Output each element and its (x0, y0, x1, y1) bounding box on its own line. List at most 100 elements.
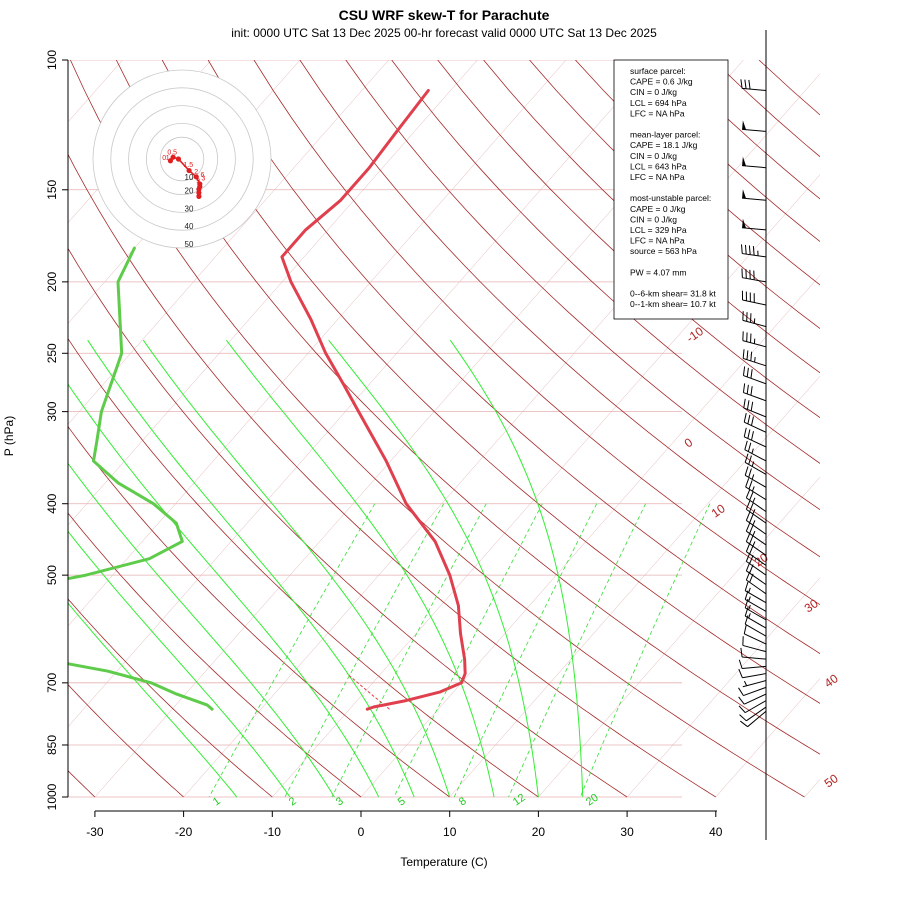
isotherm-line (68, 60, 655, 728)
dry-adiabat-line (712, 60, 820, 158)
legend-line: LFC = NA hPa (630, 236, 685, 246)
wind-barb-feather (738, 669, 743, 678)
wind-barb-shaft (742, 87, 767, 92)
wind-barb-half-feather (752, 530, 756, 536)
wind-barb (743, 624, 767, 645)
wind-barb-feather (750, 369, 753, 379)
isotherm-line (715, 678, 820, 798)
hodograph-point (196, 193, 202, 199)
x-tick-label: -20 (175, 825, 193, 839)
wind-barbs (738, 79, 767, 728)
wind-barb-shaft (742, 197, 767, 201)
wind-barb-feather (746, 350, 749, 360)
chart-subtitle: init: 0000 UTC Sat 13 Dec 2025 00-hr for… (231, 26, 657, 40)
mixing-ratio-line (208, 503, 376, 798)
wind-barb-feather (748, 468, 752, 478)
wind-barb-shaft (742, 673, 767, 679)
wind-barb-feather (745, 500, 751, 510)
legend-line: CIN = 0 J/kg (630, 87, 677, 97)
wind-barb-feather (749, 524, 754, 534)
mixing-ratio-label: 5 (396, 795, 408, 808)
wind-barb-feather (747, 429, 751, 439)
wind-barb-feather (749, 554, 754, 564)
wind-barb (742, 331, 767, 348)
wind-barb-feather (748, 79, 751, 90)
wind-barb (744, 440, 767, 462)
wind-barb-feather (744, 598, 749, 609)
wind-barb (742, 218, 767, 231)
wind-barb-feather (745, 552, 751, 562)
hodograph-ring-label: 30 (185, 204, 194, 213)
wind-barb (743, 427, 767, 448)
hodograph-ring-label: 20 (185, 187, 194, 196)
wind-barb-shaft (744, 693, 767, 705)
wind-barb-half-feather (751, 448, 754, 454)
wind-barb-shaft (742, 656, 767, 660)
dry-adiabat-line (68, 153, 717, 798)
legend-line: LCL = 694 hPa (630, 98, 687, 108)
x-tick-label: 20 (532, 825, 546, 839)
wind-barb-half-feather (752, 497, 756, 503)
wind-barb-feather (745, 478, 750, 488)
hodograph-point (193, 174, 199, 180)
wind-barb-half-feather (752, 520, 756, 526)
hodograph-ring-label: 50 (185, 240, 194, 249)
hodograph-height-label: 6 (201, 172, 205, 179)
legend-text: surface parcel: CAPE = 0.6 J/kg CIN = 0 J/… (630, 66, 716, 309)
wind-barb (742, 189, 767, 201)
hodograph-ring-label: 40 (185, 222, 194, 231)
legend-line: LFC = NA hPa (630, 172, 685, 182)
wind-barb-feather (744, 440, 748, 450)
wind-barb-feather (747, 442, 752, 452)
wind-barb-feather (745, 532, 751, 542)
wind-barb-feather (744, 453, 749, 463)
chart-title: CSU WRF skew-T for Parachute (339, 7, 550, 23)
wind-barb-feather (746, 384, 749, 395)
legend-line: CAPE = 0 J/kg (630, 204, 686, 214)
wind-barb (744, 598, 767, 621)
moist-adiabat-line (87, 339, 415, 798)
wind-barb-feather (746, 367, 749, 378)
wind-barb-shaft (747, 710, 767, 728)
dry-adiabat-line (115, 60, 820, 755)
wind-barb-feather (741, 244, 743, 254)
wind-barb-flag (742, 156, 747, 166)
mixing-ratio-line (284, 503, 445, 798)
legend-line: CIN = 0 J/kg (630, 214, 677, 224)
dry-adiabat-line (253, 60, 820, 606)
wind-barb (745, 500, 767, 524)
wind-barb-shaft (744, 700, 767, 714)
hodograph: 10 20 30 40 50 0.50 1 1.52 639 (92, 69, 272, 249)
legend-line: CAPE = 18.1 J/kg (630, 140, 698, 150)
isotherm-label: 50 (822, 771, 841, 790)
mixing-ratio-line (393, 503, 543, 798)
hodograph-background (93, 70, 271, 248)
background-grid (68, 60, 820, 798)
wind-barb (740, 79, 767, 92)
isotherm-label: 10 (709, 501, 728, 520)
wind-barb-feather (744, 244, 747, 255)
x-tick-label: 30 (620, 825, 634, 839)
moist-adiabat-line (449, 339, 584, 798)
hodograph-ring (159, 136, 205, 182)
wind-barb (742, 156, 767, 169)
dry-adiabat-line (437, 60, 820, 419)
x-tick-label: 0 (358, 825, 365, 839)
wind-barb (742, 636, 767, 653)
wind-barb-feather (743, 624, 747, 634)
wind-barb (744, 615, 767, 637)
legend-line: PW = 4.07 mm (630, 267, 686, 277)
wind-barb (738, 686, 767, 697)
dry-adiabat-line (161, 60, 820, 704)
wind-barb (742, 383, 767, 402)
mixing-ratio-label: 8 (457, 795, 469, 808)
wind-barb-feather (751, 416, 754, 426)
wind-barb-flag (742, 120, 747, 130)
hodograph-point (186, 167, 192, 174)
wind-barb-shaft (742, 227, 767, 231)
wind-barb-feather (748, 455, 752, 465)
mixing-ratio-line (579, 503, 711, 798)
mixing-ratio-line (331, 503, 487, 798)
wind-barb (745, 478, 767, 501)
mixing-ratio-line (508, 503, 646, 798)
